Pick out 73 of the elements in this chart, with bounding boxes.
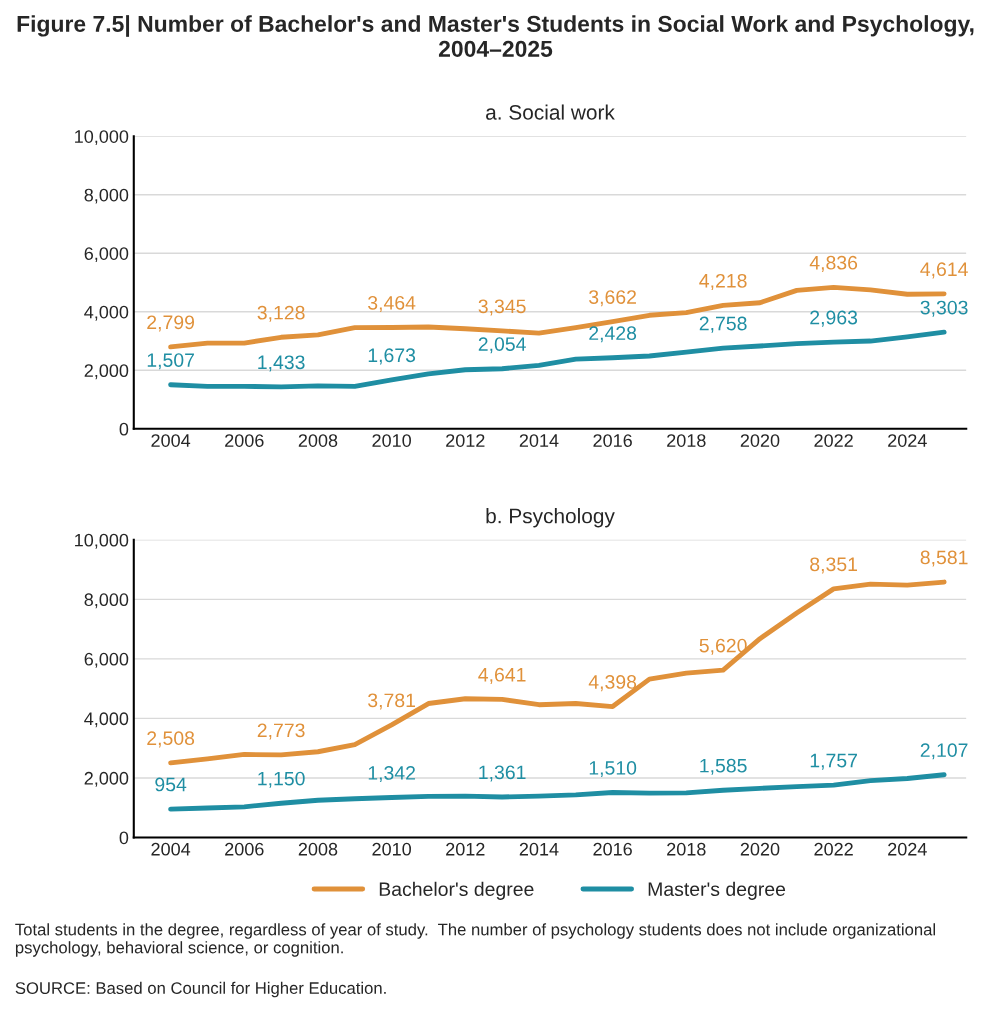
data-label: 1,433 — [258, 355, 305, 372]
x-tick-label: 2008 — [298, 842, 338, 856]
x-tick-label: 2022 — [814, 434, 853, 447]
x-tick-label: 2006 — [225, 842, 264, 856]
y-tick-label: 2,000 — [84, 771, 129, 787]
x-tick-label: 2004 — [151, 842, 191, 856]
x-tick-label: 2012 — [446, 842, 485, 856]
data-label: 1,757 — [810, 753, 857, 770]
data-label: 3,128 — [257, 305, 305, 322]
y-tick-label: 4,000 — [84, 305, 129, 321]
y-tick-label: 0 — [119, 422, 129, 436]
y-tick-label: 2,000 — [84, 364, 129, 380]
data-label: 8,351 — [810, 557, 858, 574]
data-label: 4,398 — [588, 675, 637, 692]
y-tick-label: 10,000 — [75, 533, 129, 549]
x-tick-label: 2018 — [667, 434, 706, 447]
y-tick-label: 6,000 — [84, 247, 129, 263]
data-label: 8,581 — [920, 550, 968, 567]
data-label: 4,614 — [920, 262, 968, 279]
data-label: 1,342 — [368, 766, 415, 783]
data-label: 5,620 — [699, 638, 747, 655]
data-label: 1,510 — [589, 761, 637, 778]
data-label: 2,799 — [147, 315, 195, 332]
data-label: 3,464 — [368, 295, 416, 313]
data-label: 2,428 — [589, 326, 637, 343]
chart-subtitle: a. Social work — [486, 104, 615, 120]
x-tick-label: 2010 — [372, 434, 411, 447]
y-tick-label: 8,000 — [84, 593, 129, 609]
data-label: 954 — [155, 777, 187, 792]
text: Total students in the degree, regardless of year of study. The number of psychology students does not include organizational psychology, behavioral science, or cognition. — [15, 923, 935, 957]
x-tick-label: 2024 — [888, 434, 927, 447]
data-label: 2,508 — [147, 731, 195, 748]
data-label: 3,781 — [368, 693, 415, 710]
x-tick-label: 2010 — [372, 842, 411, 856]
data-label: 2,773 — [257, 723, 305, 740]
x-tick-label: 2004 — [151, 434, 191, 447]
x-tick-label: 2016 — [593, 434, 632, 447]
legend-label: Master's degree — [648, 881, 786, 900]
x-tick-label: 2012 — [446, 434, 485, 447]
x-tick-label: 2018 — [667, 842, 706, 856]
legend-label: Bachelor's degree — [379, 881, 534, 900]
data-label: 1,361 — [479, 765, 526, 782]
x-tick-label: 2006 — [225, 434, 264, 447]
data-label: 2,054 — [478, 337, 526, 354]
chart-title: Figure 7.5| Number of Bachelor's and Master's Students in Social Work and Psychology, 2004–2025 — [17, 15, 974, 57]
data-label: 4,641 — [478, 667, 526, 684]
data-label: 2,963 — [810, 310, 858, 327]
x-tick-label: 2008 — [298, 434, 338, 447]
x-tick-label: 2022 — [814, 842, 853, 856]
data-label: 4,218 — [699, 273, 747, 290]
data-label: 3,345 — [478, 299, 526, 316]
y-tick-label: 0 — [119, 831, 129, 845]
y-tick-label: 4,000 — [84, 712, 129, 728]
data-label: 2,758 — [699, 316, 747, 333]
data-label: 4,836 — [809, 255, 858, 272]
chart-subtitle: b. Psychology — [486, 508, 615, 528]
data-label: 3,662 — [589, 290, 636, 307]
x-tick-label: 2016 — [593, 842, 632, 856]
y-tick-label: 10,000 — [75, 130, 129, 146]
x-tick-label: 2020 — [740, 434, 780, 447]
data-label: 3,303 — [920, 300, 968, 317]
x-tick-label: 2020 — [740, 842, 780, 856]
y-tick-label: 6,000 — [84, 652, 129, 668]
y-tick-label: 8,000 — [84, 188, 129, 204]
source-note: SOURCE: Based on Council for Higher Education. — [15, 981, 386, 998]
x-tick-label: 2014 — [519, 842, 559, 856]
data-label: 1,507 — [147, 353, 194, 370]
data-label: 1,585 — [700, 758, 747, 775]
data-label: 2,107 — [920, 743, 968, 760]
x-tick-label: 2014 — [519, 434, 559, 447]
x-tick-label: 2024 — [888, 842, 927, 856]
data-label: 1,673 — [368, 348, 416, 365]
data-label: 1,150 — [258, 771, 305, 788]
